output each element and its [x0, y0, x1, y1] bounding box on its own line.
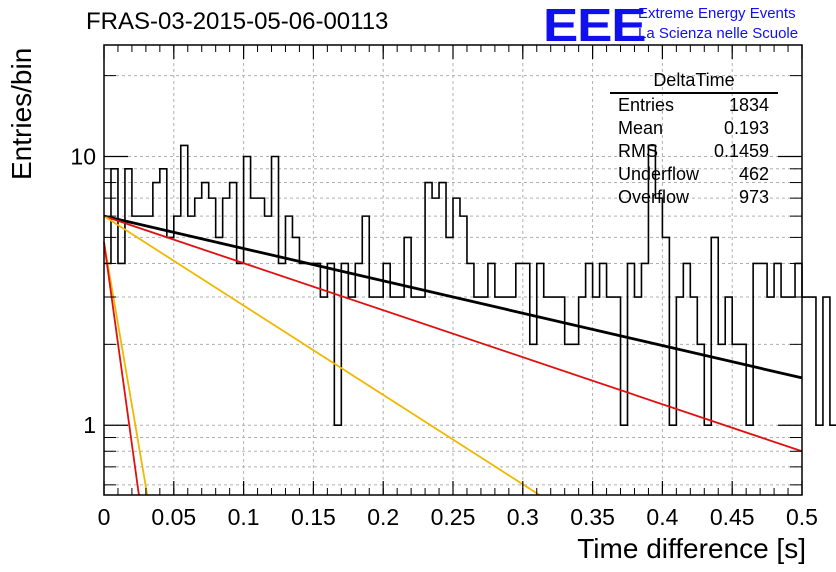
stats-row-rms: RMS 0.1459	[610, 140, 778, 163]
tick-labels: 0 0.05 0.1 0.15 0.2 0.25 0.3 0.35 0.4 0.45 0.5 1 10	[70, 144, 818, 530]
stats-name: DeltaTime	[610, 70, 778, 94]
y-tick-label: 1	[83, 412, 96, 438]
x-tick-label: 0.15	[291, 504, 336, 530]
stats-value: 1834	[728, 95, 769, 115]
fit-curve-3	[103, 215, 541, 496]
stats-label: RMS	[618, 141, 658, 161]
histogram-bars	[104, 144, 836, 427]
x-tick-label: 0.4	[646, 504, 678, 530]
logo-caption-line1: Extreme Energy Events	[638, 5, 796, 22]
stats-label: Overflow	[618, 187, 690, 207]
stats-row-underflow: Underflow 462	[610, 163, 778, 186]
stats-value: 0.1459	[713, 141, 769, 161]
x-axis-label: Time difference [s]	[577, 533, 806, 564]
stats-label: Underflow	[618, 164, 700, 184]
x-tick-label: 0.3	[507, 504, 539, 530]
fit-curve-4	[103, 242, 149, 496]
fit-curve-5	[103, 242, 140, 496]
y-tick-label: 10	[70, 144, 96, 170]
stats-value: 973	[738, 187, 769, 207]
x-tick-label: 0.1	[228, 504, 260, 530]
logo-caption: Extreme Energy Events La Scienza nelle S…	[638, 4, 798, 44]
eee-logo: EEE	[543, 0, 647, 51]
stats-row-overflow: Overflow 973	[610, 186, 778, 209]
stats-label: Entries	[618, 95, 675, 115]
stats-box: DeltaTime Entries 1834 Mean 0.193 RMS 0.145…	[610, 70, 778, 209]
x-tick-label: 0.05	[151, 504, 196, 530]
histogram-step-line	[104, 144, 836, 427]
logo-caption-line2: La Scienza nelle Scuole	[638, 25, 799, 42]
fit-curve-1	[103, 214, 803, 380]
x-tick-label: 0.25	[431, 504, 476, 530]
x-tick-label: 0.35	[570, 504, 615, 530]
y-axis-label: Entries/bin	[6, 47, 37, 180]
x-tick-label: 0.45	[710, 504, 755, 530]
stats-row-mean: Mean 0.193	[610, 117, 778, 140]
stats-label: Mean	[618, 118, 664, 138]
stats-row-entries: Entries 1834	[610, 94, 778, 117]
stats-value: 0.193	[723, 118, 769, 138]
histogram-title: FRAS-03-2015-05-06-00113	[86, 8, 389, 35]
stats-value: 462	[738, 164, 769, 184]
fit-curve-2	[103, 215, 803, 453]
x-tick-label: 0.2	[367, 504, 399, 530]
x-tick-label: 0.5	[786, 504, 818, 530]
fit-curves	[103, 214, 803, 496]
axis-ticks	[103, 45, 803, 495]
x-tick-label: 0	[98, 504, 111, 530]
